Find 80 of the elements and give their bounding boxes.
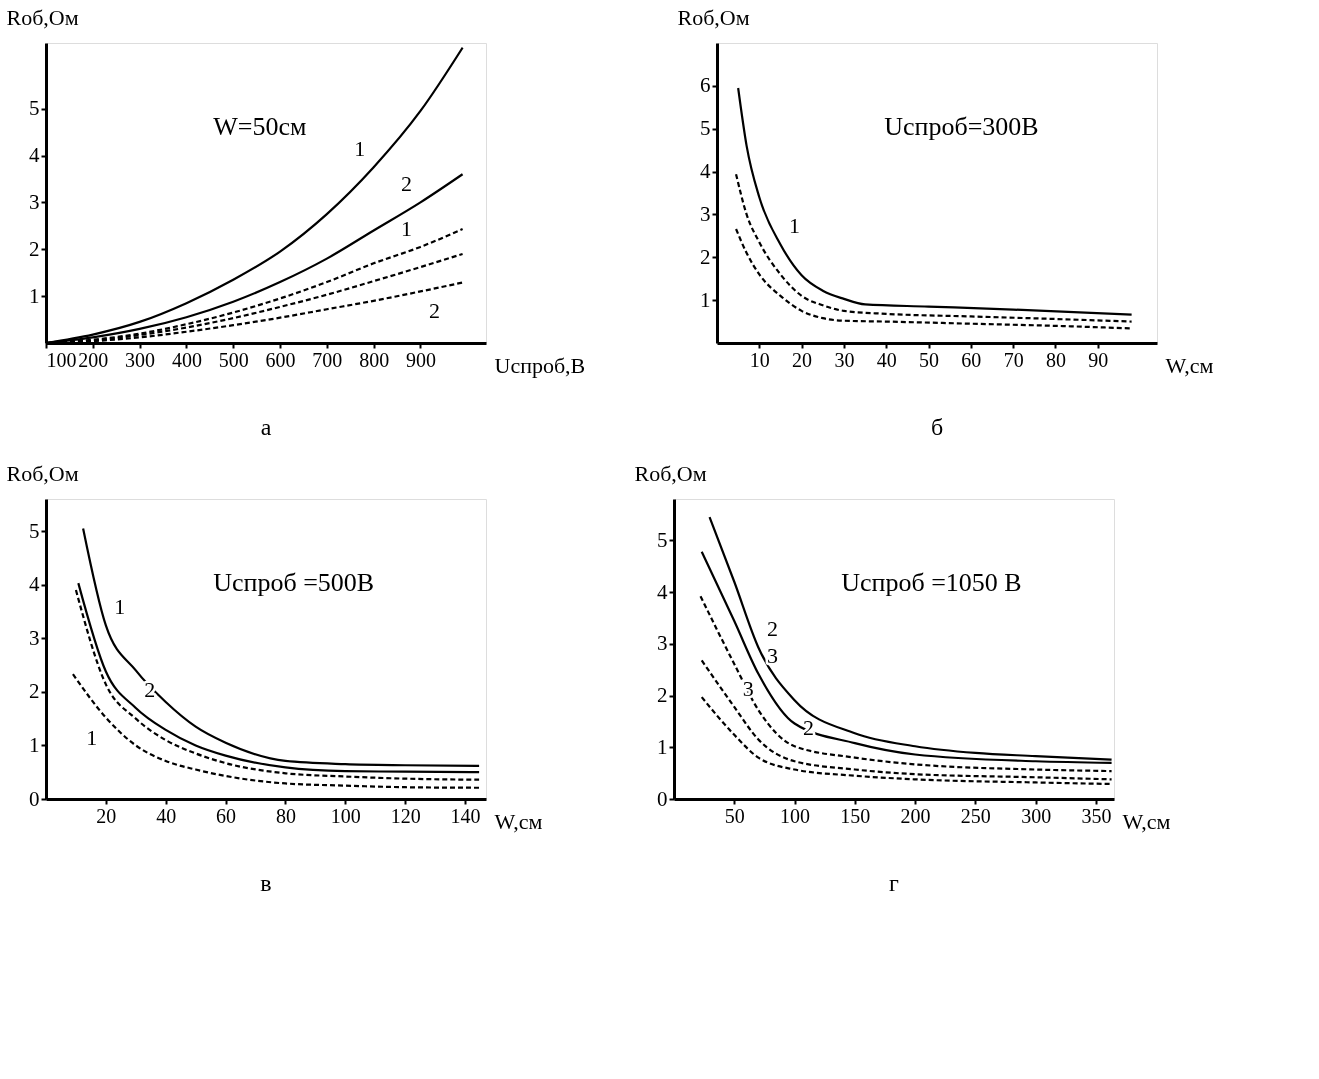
x-tick-label: 200	[900, 804, 931, 827]
x-axis-title: W,см	[1165, 352, 1214, 378]
annotation: Ucпроб=300В	[884, 112, 1039, 141]
x-tick-label: 300	[1021, 804, 1052, 827]
x-tick-label: 40	[876, 348, 897, 371]
text: б	[930, 414, 944, 440]
annotation: 1	[114, 594, 126, 620]
x-axis-title: Ucпроб,В	[494, 352, 586, 378]
y-tick-label: 5	[700, 116, 711, 141]
annotation: Ucпроб =500В	[213, 568, 375, 597]
annotation: 1	[788, 213, 800, 239]
annotation: 2	[428, 298, 440, 324]
x-tick-label: 20	[792, 348, 813, 371]
annotation: Ucпроб =1050 В	[841, 568, 1022, 597]
x-tick-label: 900	[405, 348, 436, 371]
x-tick-label: 300	[125, 348, 156, 371]
y-tick-label: 3	[29, 625, 40, 650]
x-tick-label: 90	[1088, 348, 1109, 371]
annotation: 2	[766, 616, 778, 642]
x-tick-label: 400	[171, 348, 202, 371]
x-tick-label: 60	[961, 348, 982, 371]
text: а	[260, 414, 272, 440]
annotation: 3	[766, 642, 778, 668]
annotation: 1	[354, 136, 366, 162]
x-tick-label: 600	[265, 348, 296, 371]
y-tick-label: 4	[29, 143, 40, 167]
x-axis-title: W,см	[494, 808, 543, 834]
x-tick-label: 500	[218, 348, 249, 371]
x-tick-label: 50	[919, 348, 940, 371]
x-tick-label: 150	[840, 804, 871, 827]
x-tick-label: 120	[390, 804, 421, 827]
x-tick-label: 700	[312, 348, 343, 371]
y-tick-label: 1	[657, 734, 668, 759]
x-axis-title: W,см	[1122, 808, 1171, 834]
x-tick-label: 70	[1003, 348, 1024, 371]
y-tick-label: 2	[29, 679, 40, 704]
x-tick-label: 250	[960, 804, 991, 827]
x-tick-label: 20	[96, 804, 117, 827]
x-tick-label: 80	[275, 804, 296, 827]
annotation: 1	[86, 724, 98, 750]
y-tick-label: 5	[29, 96, 40, 121]
x-tick-label: 350	[1081, 804, 1112, 827]
y-tick-label: 3	[700, 201, 711, 226]
x-tick-label: 100	[46, 348, 77, 371]
y-tick-label: 6	[700, 73, 711, 98]
y-tick-label: 1	[29, 732, 40, 757]
x-tick-label: 10	[749, 348, 770, 371]
x-tick-label: 50	[724, 804, 745, 827]
y-tick-label: 2	[29, 236, 40, 261]
annotation: 1	[400, 215, 412, 241]
y-tick-label: 5	[29, 518, 40, 543]
x-tick-label: 200	[78, 348, 109, 371]
y-axis-title: Rоб,Ом	[6, 4, 79, 30]
x-tick-label: 140	[450, 804, 481, 827]
text: г	[889, 870, 900, 896]
y-tick-label: 5	[657, 527, 668, 552]
x-tick-label: 80	[1045, 348, 1066, 371]
y-tick-label: 0	[657, 786, 668, 811]
x-tick-label: 30	[834, 348, 855, 371]
x-tick-label: 100	[330, 804, 361, 827]
annotation: 2	[400, 171, 412, 197]
y-tick-label: 1	[29, 283, 40, 308]
y-tick-label: 0	[29, 786, 40, 811]
y-axis-title: Rоб,Ом	[677, 4, 750, 30]
y-axis-title: Rоб,Ом	[6, 460, 79, 486]
x-tick-label: 100	[780, 804, 811, 827]
y-axis-title: Rоб,Ом	[634, 460, 707, 486]
y-tick-label: 2	[657, 683, 668, 708]
y-tick-label: 3	[657, 631, 668, 656]
x-tick-label: 40	[156, 804, 177, 827]
y-tick-label: 1	[700, 287, 711, 312]
x-tick-label: 60	[216, 804, 237, 827]
y-tick-label: 2	[700, 244, 711, 269]
annotation: W=50см	[213, 112, 307, 141]
x-tick-label: 800	[359, 348, 390, 371]
y-tick-label: 3	[29, 189, 40, 214]
text: в	[260, 870, 272, 896]
y-tick-label: 4	[657, 579, 668, 604]
y-tick-label: 4	[700, 159, 711, 184]
y-tick-label: 4	[29, 572, 40, 597]
